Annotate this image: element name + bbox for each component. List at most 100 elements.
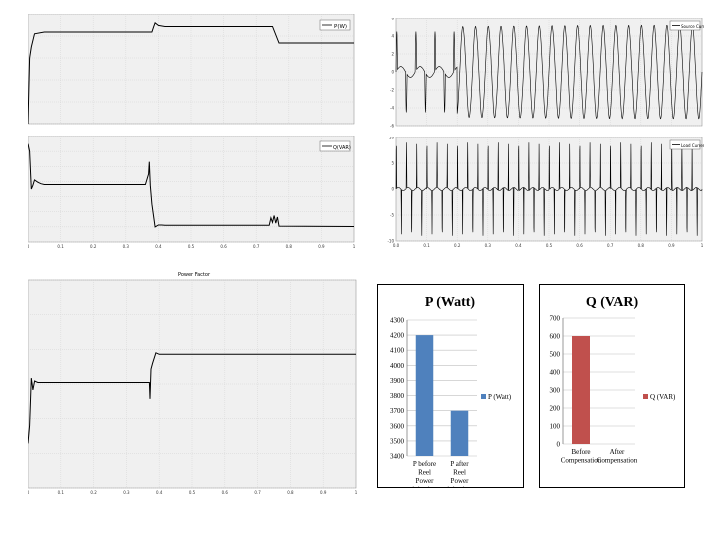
bar <box>415 335 434 456</box>
legend-label: Load Current <box>681 143 704 148</box>
y-tick-label: 3500 <box>390 437 405 445</box>
waveform <box>395 24 703 120</box>
y-tick-label: 400 <box>550 369 561 377</box>
y-tick-label: 200 <box>550 405 561 413</box>
x-tick-label: 0.9 <box>668 243 675 248</box>
y-tick-label: 6 <box>391 18 394 21</box>
y-tick-label: 0 <box>391 70 394 75</box>
bar <box>450 410 469 456</box>
legend-label: Q (VAR) <box>650 393 676 401</box>
x-tick-label: 0.1 <box>423 243 430 248</box>
x-tick-label: 0.5 <box>189 490 196 495</box>
load-current-line-chart: 10 5 0 -5 -10 0.0 0.1 0.2 0.3 0.4 0.5 0.6 0.7 0.8 0.9… <box>387 137 704 248</box>
y-tick-labels: 700 600 500 400 300 200 100 0 <box>550 315 561 449</box>
category-label: Before Compensation <box>561 448 602 465</box>
x-ticks: 0 0.1 0.2 0.3 0.4 0.5 0.6 0.7 0.8 0.9 1 <box>28 490 358 495</box>
x-tick-label: 0.6 <box>576 243 583 248</box>
grid <box>28 136 354 243</box>
x-tick-label: 1 <box>355 490 358 495</box>
y-tick-label: 0 <box>557 441 561 449</box>
y-tick-label: 3600 <box>390 422 405 430</box>
x-tick-label: 0.3 <box>123 244 130 249</box>
legend-label: P (Watt) <box>488 393 512 401</box>
chart-frame <box>377 284 524 488</box>
x-category-labels: P beforeReelPowerinjection P afterReelPow… <box>412 460 472 488</box>
y-tick-label: 300 <box>550 387 561 395</box>
y-ticks: 6 4 2 0 -2 -4 -6 <box>390 18 394 129</box>
y-ticks: 10 5 0 -5 -10 <box>387 137 394 244</box>
y-tick-label: -4 <box>390 106 394 111</box>
bars <box>572 336 590 444</box>
x-tick-label: 0.7 <box>253 244 260 249</box>
y-tick-label: 700 <box>550 315 561 323</box>
x-tick-label: 0.0 <box>393 243 400 248</box>
y-tick-labels: 4300 4200 4100 4000 3900 3800 3700 3600 3500 3400 <box>390 317 405 461</box>
chart-frame <box>539 284 685 488</box>
legend-box <box>319 19 351 31</box>
y-tick-label: 500 <box>550 351 561 359</box>
category-label: After Compensation <box>597 448 638 465</box>
pf-series-line <box>28 352 356 444</box>
y-tick-label: 4200 <box>390 332 405 340</box>
x-tick-label: 1 <box>701 243 704 248</box>
x-tick-label: 0.5 <box>188 244 195 249</box>
bar <box>572 336 590 444</box>
x-tick-label: 0.2 <box>90 490 97 495</box>
x-tick-label: 0.1 <box>58 490 65 495</box>
q-var-line-chart: 120010008006004002000-200 00.10.20.30.40… <box>28 136 356 249</box>
y-tick-label: -5 <box>390 213 394 218</box>
x-tick-label: 0.9 <box>320 490 327 495</box>
x-tick-label: 0.6 <box>222 490 229 495</box>
chart-title: P (Watt) <box>425 295 475 310</box>
x-tick-label: 0 <box>28 490 30 495</box>
p-watt-bar-chart: P (Watt) 4300 4200 4100 4000 3900 3800 3700 360… <box>377 284 524 488</box>
x-tick-label: 0.4 <box>156 490 163 495</box>
y-tick-label: 100 <box>550 423 561 431</box>
y-tick-label: 4100 <box>390 347 405 355</box>
current-waveform <box>395 142 703 236</box>
x-tick-label: 0.2 <box>454 243 461 248</box>
legend-swatch <box>643 394 648 399</box>
y-tick-label: 4 <box>391 34 394 39</box>
x-tick-label: 0.8 <box>638 243 645 248</box>
y-tick-label: 4000 <box>390 362 405 370</box>
y-tick-label: 3700 <box>390 407 405 415</box>
q-var-bar-chart: Q (VAR) 700 600 500 400 300 200 100 0 Before Com… <box>539 284 685 488</box>
y-tick-label: 3800 <box>390 392 405 400</box>
grid <box>28 14 354 125</box>
legend-label: Source Current <box>681 24 704 29</box>
y-tick-label: 10 <box>389 137 395 140</box>
x-tick-label: 0.5 <box>546 243 553 248</box>
x-tick-label: 1 <box>353 244 356 249</box>
y-tick-label: -2 <box>390 88 394 93</box>
x-ticks: 0.0 0.1 0.2 0.3 0.4 0.5 0.6 0.7 0.8 0.9 1 <box>393 243 704 248</box>
legend-box <box>319 140 351 152</box>
chart-title: Q (VAR) <box>586 295 639 310</box>
bars <box>415 335 469 456</box>
x-tick-label: 0.2 <box>90 244 97 249</box>
y-tick-label: 4300 <box>390 317 405 325</box>
category-label: P afterReelPowerinjection <box>447 460 472 488</box>
y-tick-label: 5 <box>391 161 394 166</box>
x-tick-label: 0.7 <box>607 243 614 248</box>
y-tick-label: 600 <box>550 333 561 341</box>
x-tick-label: 0.6 <box>220 244 227 249</box>
x-tick-label: 0.4 <box>515 243 522 248</box>
q-series-line <box>28 143 355 228</box>
y-tick-label: 3900 <box>390 377 405 385</box>
legend-label: P(W) <box>334 24 347 30</box>
y-tick-label: 2 <box>391 52 394 57</box>
legend-swatch <box>481 394 486 399</box>
chart-title: Power Factor <box>178 272 211 278</box>
x-tick-label: 0.3 <box>123 490 130 495</box>
x-tick-label: 0.7 <box>254 490 261 495</box>
waveform <box>395 142 703 236</box>
x-tick-label: 0.9 <box>318 244 325 249</box>
y-tick-label: -6 <box>390 124 394 129</box>
grid <box>396 18 702 127</box>
y-tick-label: 3400 <box>390 453 405 461</box>
current-waveform <box>395 24 703 120</box>
legend-box <box>669 139 701 150</box>
